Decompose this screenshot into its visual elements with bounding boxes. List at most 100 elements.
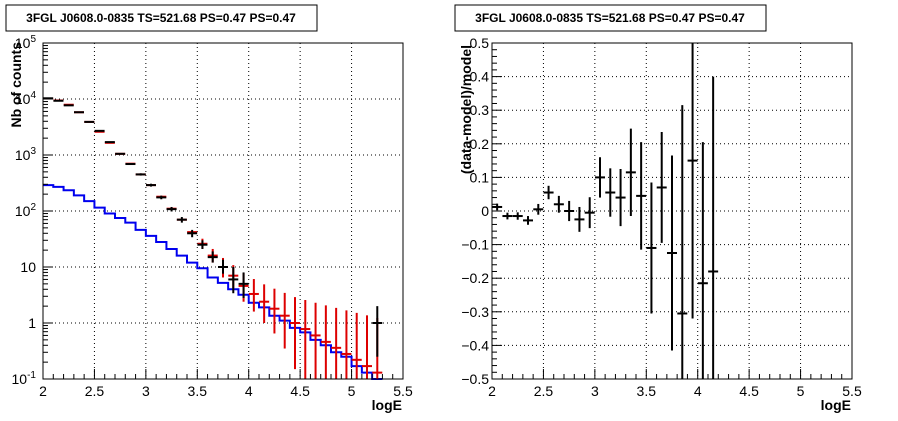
- residual-point: [708, 76, 719, 379]
- right-x-tick-label: 2: [488, 383, 496, 399]
- data-series: [43, 97, 383, 357]
- right-x-axis: 2 2.5 3 3.5 4 4.5 5 5.5: [488, 369, 862, 399]
- left-panel: 3FGL J0608.0-0835 TS=521.68 PS=0.47 PS=0…: [5, 4, 413, 413]
- residual-point: [605, 168, 616, 217]
- residual-point: [656, 132, 667, 243]
- model-point: [341, 310, 352, 379]
- data-point: [238, 272, 249, 298]
- data-point: [372, 306, 383, 357]
- model-point: [362, 315, 372, 379]
- data-point: [63, 104, 74, 107]
- model-point: [269, 288, 280, 334]
- data-point: [125, 163, 136, 166]
- residual-point: [687, 43, 698, 319]
- right-panel: 3FGL J0608.0-0835 TS=521.68 PS=0.47 PS=0…: [454, 4, 862, 413]
- left-x-tick-label: 5: [348, 383, 356, 399]
- right-x-tick-label: 2.5: [534, 383, 554, 399]
- model-series: [43, 97, 383, 379]
- model-point: [351, 312, 362, 379]
- right-x-tick-label: 3.5: [637, 383, 657, 399]
- right-y-tick-label: 0.2: [470, 136, 490, 152]
- data-point: [156, 195, 167, 200]
- right-y-tick-label: −0.4: [461, 337, 489, 353]
- right-y-tick-label: −0.1: [461, 237, 489, 253]
- data-point: [197, 240, 208, 249]
- left-chart-title: 3FGL J0608.0-0835 TS=521.68 PS=0.47 PS=0…: [26, 11, 296, 25]
- left-y-tick-label: 105: [15, 34, 37, 51]
- residual-point: [584, 197, 595, 229]
- right-y-axis: −0.5 −0.4 −0.3 −0.2 −0.1 0 0.1 0.2 0.3 0.4 0.5: [461, 35, 502, 387]
- left-x-tick-label: 3: [142, 383, 150, 399]
- model-point: [310, 302, 321, 379]
- left-y-tick-label: 104: [15, 90, 37, 107]
- residual-point: [533, 203, 544, 215]
- left-x-tick-label: 5.5: [393, 383, 413, 399]
- left-y-axis: 10-1 1 10 102 103 104 105: [12, 34, 53, 387]
- right-y-axis-label: (data-model)/model: [458, 45, 474, 174]
- left-y-tick-label: 103: [15, 146, 37, 163]
- left-x-tick-label: 2: [39, 383, 47, 399]
- right-y-tick-label: 0.5: [470, 35, 490, 51]
- residual-point: [615, 169, 626, 227]
- background-model-histogram: [43, 184, 383, 380]
- residual-point: [646, 182, 657, 314]
- right-y-tick-label: −0.2: [461, 270, 489, 286]
- left-x-axis-label: logE: [372, 397, 402, 413]
- right-y-tick-label: 0.4: [470, 69, 490, 85]
- residual-point: [667, 155, 677, 351]
- left-y-axis-label: Nb of counts: [8, 42, 24, 128]
- left-y-tick-label: 102: [15, 202, 37, 219]
- residual-series: [492, 43, 719, 379]
- residual-point: [564, 200, 575, 222]
- residual-point: [574, 206, 585, 232]
- data-point: [166, 206, 177, 212]
- left-x-tick-label: 4: [245, 383, 253, 399]
- right-y-tick-label: −0.5: [461, 371, 489, 387]
- right-y-tick-label: −0.3: [461, 304, 489, 320]
- model-point: [259, 284, 270, 323]
- data-point: [146, 183, 156, 187]
- residual-point: [502, 212, 513, 220]
- model-point: [279, 292, 290, 349]
- left-x-tick-label: 2.5: [85, 383, 105, 399]
- right-y-tick-label: 0.1: [470, 169, 490, 185]
- right-x-tick-label: 4: [694, 383, 702, 399]
- data-point: [84, 120, 95, 123]
- background-model-line: [43, 184, 383, 380]
- data-point: [187, 229, 198, 238]
- data-point: [228, 267, 239, 294]
- data-point: [104, 141, 115, 144]
- data-point: [176, 217, 187, 223]
- model-point: [300, 299, 311, 379]
- data-point: [207, 251, 218, 263]
- residual-point: [595, 157, 605, 198]
- data-point: [74, 111, 84, 114]
- right-chart-title: 3FGL J0608.0-0835 TS=521.68 PS=0.47 PS=0…: [475, 11, 745, 25]
- residual-point: [543, 185, 554, 200]
- data-point: [218, 259, 228, 274]
- model-point: [320, 305, 331, 379]
- model-point: [248, 279, 259, 312]
- residual-point: [625, 128, 636, 217]
- right-x-axis-label: logE: [821, 397, 851, 413]
- left-title-box: [5, 4, 318, 32]
- residual-point: [492, 203, 503, 211]
- right-x-tick-label: 4.5: [739, 383, 759, 399]
- left-x-axis: 2 2.5 3 3.5 4 4.5 5 5.5: [39, 369, 413, 399]
- data-point: [94, 129, 105, 132]
- residual-point: [553, 195, 564, 213]
- left-x-tick-label: 4.5: [290, 383, 310, 399]
- residual-point: [677, 105, 688, 379]
- right-x-tick-label: 3: [591, 383, 599, 399]
- right-y-tick-label: 0.3: [470, 102, 490, 118]
- model-point: [331, 307, 342, 379]
- left-y-tick-label: 1: [28, 315, 36, 331]
- left-x-tick-label: 3.5: [188, 383, 208, 399]
- right-title-box: [454, 4, 767, 32]
- left-grid: [43, 43, 403, 379]
- right-x-tick-label: 5.5: [842, 383, 862, 399]
- residual-point: [512, 212, 523, 220]
- residual-point: [523, 216, 533, 225]
- right-x-tick-label: 5: [797, 383, 805, 399]
